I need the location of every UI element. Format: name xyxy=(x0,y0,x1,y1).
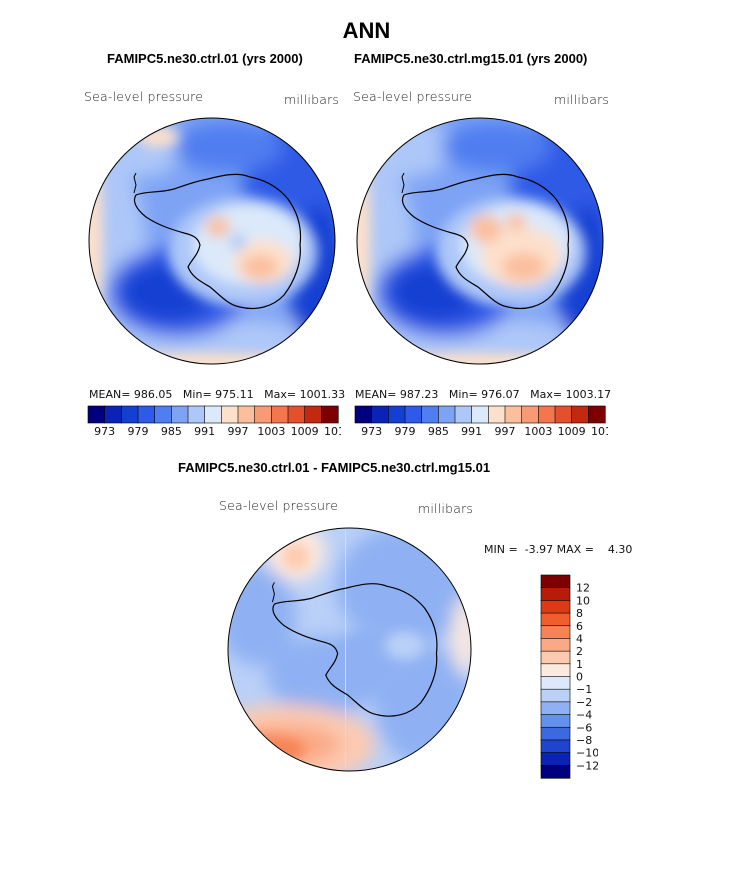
colorbar-swatch-8 xyxy=(221,405,239,424)
colorbar-tick-label: 997 xyxy=(228,425,249,438)
diff-colorbar-swatch-8 xyxy=(540,676,571,690)
colorbar-swatch-5 xyxy=(171,405,189,424)
panel2-subtitle: FAMIPC5.ne30.ctrl.mg15.01 (yrs 2000) xyxy=(354,51,588,66)
colorbar-swatch-4 xyxy=(154,405,172,424)
diff-colorbar-swatch-4 xyxy=(540,625,571,640)
diff-colorbar-swatch-15 xyxy=(540,765,571,779)
colorbar-swatch-11 xyxy=(271,405,289,424)
colorbar-tick-label: 985 xyxy=(161,425,182,438)
panel2-colorbar: 973 979 985 991 997 1003 1009 1015 xyxy=(354,405,608,438)
colorbar-tick-label: 991 xyxy=(194,425,215,438)
diff-colorbar-swatch-1 xyxy=(540,587,571,601)
diff-colorbar-swatch-9 xyxy=(540,688,571,703)
colorbar-tick-label: 1009 xyxy=(291,425,319,438)
colorbar-swatch-4 xyxy=(421,405,439,424)
diff-colorbar-swatch-3 xyxy=(540,612,571,627)
diff-colorbar-swatch-2 xyxy=(540,600,571,614)
colorbar-swatch-12 xyxy=(554,405,573,424)
panel2-map xyxy=(356,117,604,365)
colorbar-swatch-7 xyxy=(204,405,222,424)
colorbar-swatch-9 xyxy=(504,405,523,424)
colorbar-swatch-7 xyxy=(471,405,489,424)
diff-colorbar-level-label: −2 xyxy=(576,696,592,709)
diff-minmax: MIN = -3.97 MAX = 4.30 xyxy=(484,543,633,556)
colorbar-swatch-0 xyxy=(354,405,373,424)
diff-subtitle: FAMIPC5.ne30.ctrl.01 - FAMIPC5.ne30.ctrl… xyxy=(178,460,491,475)
main-title: ANN xyxy=(342,18,391,43)
colorbar-swatch-0 xyxy=(87,405,106,424)
diff-colorbar-level-label: 2 xyxy=(576,645,583,658)
colorbar-swatch-11 xyxy=(538,405,556,424)
colorbar-tick-label: 973 xyxy=(361,425,382,438)
diff-colorbar-level-label: −12 xyxy=(576,759,598,772)
colorbar-swatch-3 xyxy=(404,405,423,424)
colorbar-swatch-14 xyxy=(588,405,606,424)
diff-colorbar-swatch-7 xyxy=(540,663,571,678)
diff-colorbar-level-label: −4 xyxy=(576,709,592,722)
diff-colorbar-level-label: 0 xyxy=(576,671,583,684)
diff-colorbar-swatch-11 xyxy=(540,714,571,728)
colorbar-swatch-5 xyxy=(438,405,456,424)
colorbar-swatch-2 xyxy=(388,405,406,424)
diff-colorbar-swatch-13 xyxy=(540,739,571,754)
diff-map xyxy=(227,527,472,772)
colorbar-swatch-10 xyxy=(254,405,272,424)
colorbar-swatch-9 xyxy=(237,405,256,424)
colorbar-tick-label: 1015 xyxy=(324,425,341,438)
colorbar-swatch-1 xyxy=(371,405,389,424)
diff-colorbar-swatch-10 xyxy=(540,701,571,716)
diff-colorbar-swatch-5 xyxy=(540,638,571,652)
panel2-stats: MEAN= 987.23 Min= 976.07 Max= 1003.17 xyxy=(355,388,612,401)
colorbar-swatch-14 xyxy=(321,405,339,424)
colorbar-swatch-13 xyxy=(304,405,322,424)
antarctica-coastline xyxy=(133,173,302,310)
panel1-stats: MEAN= 986.05 Min= 975.11 Max= 1001.33 xyxy=(89,388,346,401)
diff-colorbar-level-label: 12 xyxy=(576,582,590,595)
colorbar-swatch-12 xyxy=(287,405,306,424)
diff-colorbar-level-label: 8 xyxy=(576,607,583,620)
colorbar-tick-label: 979 xyxy=(128,425,149,438)
diff-colorbar-swatch-0 xyxy=(540,574,571,589)
colorbar-tick-label: 1003 xyxy=(524,425,552,438)
colorbar-tick-label: 997 xyxy=(495,425,516,438)
diff-variable: Sea-level pressure xyxy=(219,498,339,513)
diff-units: millibars xyxy=(418,501,474,516)
colorbar-swatch-13 xyxy=(571,405,589,424)
colorbar-swatch-10 xyxy=(521,405,539,424)
colorbar-tick-label: 1015 xyxy=(591,425,608,438)
diff-colorbar-level-label: 4 xyxy=(576,632,583,645)
diff-colorbar-swatch-12 xyxy=(540,726,571,741)
colorbar-tick-label: 991 xyxy=(461,425,482,438)
panel1-variable: Sea-level pressure xyxy=(84,89,204,104)
colorbar-tick-label: 1009 xyxy=(558,425,586,438)
diff-colorbar-level-label: 6 xyxy=(576,620,583,633)
panel1-map xyxy=(88,117,336,365)
panel1-subtitle: FAMIPC5.ne30.ctrl.01 (yrs 2000) xyxy=(107,51,303,66)
colorbar-tick-label: 973 xyxy=(94,425,115,438)
diff-colorbar-level-label: −1 xyxy=(576,683,592,696)
colorbar-tick-label: 985 xyxy=(428,425,449,438)
diff-colorbar-level-label: −10 xyxy=(576,747,598,760)
colorbar-swatch-3 xyxy=(137,405,156,424)
diff-colorbar-swatch-14 xyxy=(540,752,571,766)
panel1-colorbar: 973 979 985 991 997 1003 1009 1015 xyxy=(87,405,341,438)
colorbar-tick-label: 979 xyxy=(395,425,416,438)
panel2-units: millibars xyxy=(554,92,610,107)
diff-colorbar-level-label: −8 xyxy=(576,734,592,747)
colorbar-tick-label: 1003 xyxy=(257,425,285,438)
panel2-variable: Sea-level pressure xyxy=(353,89,473,104)
diff-colorbar-swatch-6 xyxy=(540,650,571,665)
diff-colorbar-level-label: 1 xyxy=(576,658,583,671)
colorbar-swatch-2 xyxy=(121,405,139,424)
colorbar-swatch-1 xyxy=(104,405,122,424)
panel1-units: millibars xyxy=(284,92,340,107)
colorbar-swatch-8 xyxy=(488,405,506,424)
colorbar-swatch-6 xyxy=(187,405,206,424)
diff-colorbar-level-label: 10 xyxy=(576,594,590,607)
diff-colorbar-level-label: −6 xyxy=(576,721,592,734)
colorbar-swatch-6 xyxy=(454,405,473,424)
